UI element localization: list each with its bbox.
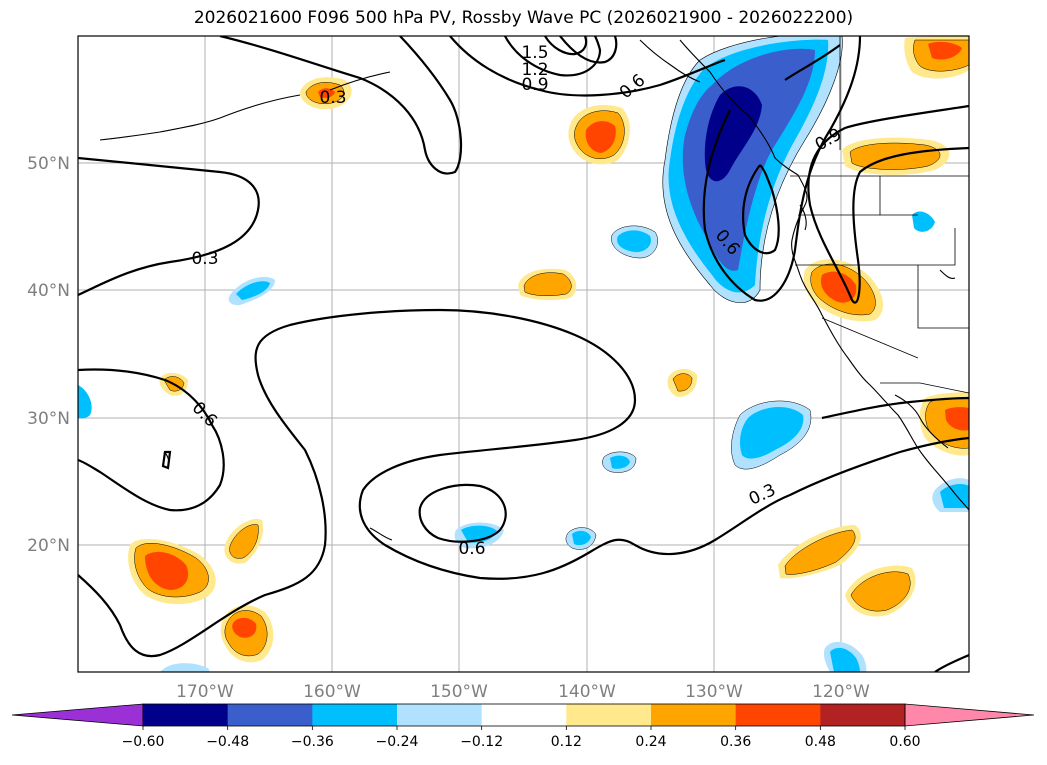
coastlines (99, 39, 969, 541)
latitude-labels: 50°N 40°N 30°N 20°N (27, 154, 70, 556)
colorbar-tick-label: −0.12 (460, 734, 503, 750)
colorbar-tick-label: −0.36 (291, 734, 334, 750)
map-frame (77, 35, 970, 673)
lon-label: 160°W (303, 682, 361, 702)
colorbar-outline (142, 703, 906, 727)
colorbar-tick-label: 0.48 (805, 734, 836, 750)
contour-label: 0.3 (191, 249, 218, 269)
pv-contours (78, 36, 969, 672)
colorbar: −0.60 −0.48 −0.36 −0.24 −0.12 0.12 0.24 0.36 0.4… (11, 703, 1035, 750)
colorbar-tick-label: 0.36 (720, 734, 751, 750)
colorbar-segment (143, 704, 229, 726)
lon-label: 120°W (812, 682, 870, 702)
colorbar-tick-label: 0.24 (635, 734, 666, 750)
map-title: 2026021600 F096 500 hPa PV, Rossby Wave … (193, 8, 854, 28)
lat-label: 20°N (27, 536, 70, 556)
contour-label: 0.6 (458, 539, 485, 559)
colorbar-segment (397, 704, 483, 726)
colorbar-tick-label: −0.24 (376, 734, 419, 750)
colorbar-tick-label: −0.48 (206, 734, 249, 750)
colorbar-segment (651, 704, 737, 726)
positive-anomaly-fill (128, 36, 969, 663)
lon-label: 130°W (685, 682, 743, 702)
colorbar-extend-low (11, 703, 144, 727)
colorbar-segment (312, 704, 398, 726)
lat-label: 30°N (27, 409, 70, 429)
lon-label: 150°W (430, 682, 488, 702)
contour-label: 0.9 (521, 75, 548, 95)
colorbar-segment (820, 704, 906, 726)
lon-label: 170°W (176, 682, 234, 702)
colorbar-segment (566, 704, 652, 726)
colorbar-segment (481, 704, 567, 726)
lat-label: 40°N (27, 281, 70, 301)
contour-label: 1.5 (521, 43, 548, 63)
colorbar-tick-label: 0.60 (889, 734, 920, 750)
negative-anomaly-fill (78, 36, 969, 672)
longitude-labels: 170°W 160°W 150°W 140°W 130°W 120°W (176, 682, 870, 702)
colorbar-tick-label: 0.12 (551, 734, 582, 750)
contour-label: 1.2 (521, 60, 548, 80)
colorbar-segment (735, 704, 821, 726)
colorbar-segment (227, 704, 313, 726)
contour-label: 0.3 (319, 88, 346, 108)
lat-label: 50°N (27, 154, 70, 174)
colorbar-extend-high (904, 703, 1035, 727)
colorbar-tick-label: −0.60 (122, 734, 165, 750)
lon-label: 140°W (558, 682, 616, 702)
